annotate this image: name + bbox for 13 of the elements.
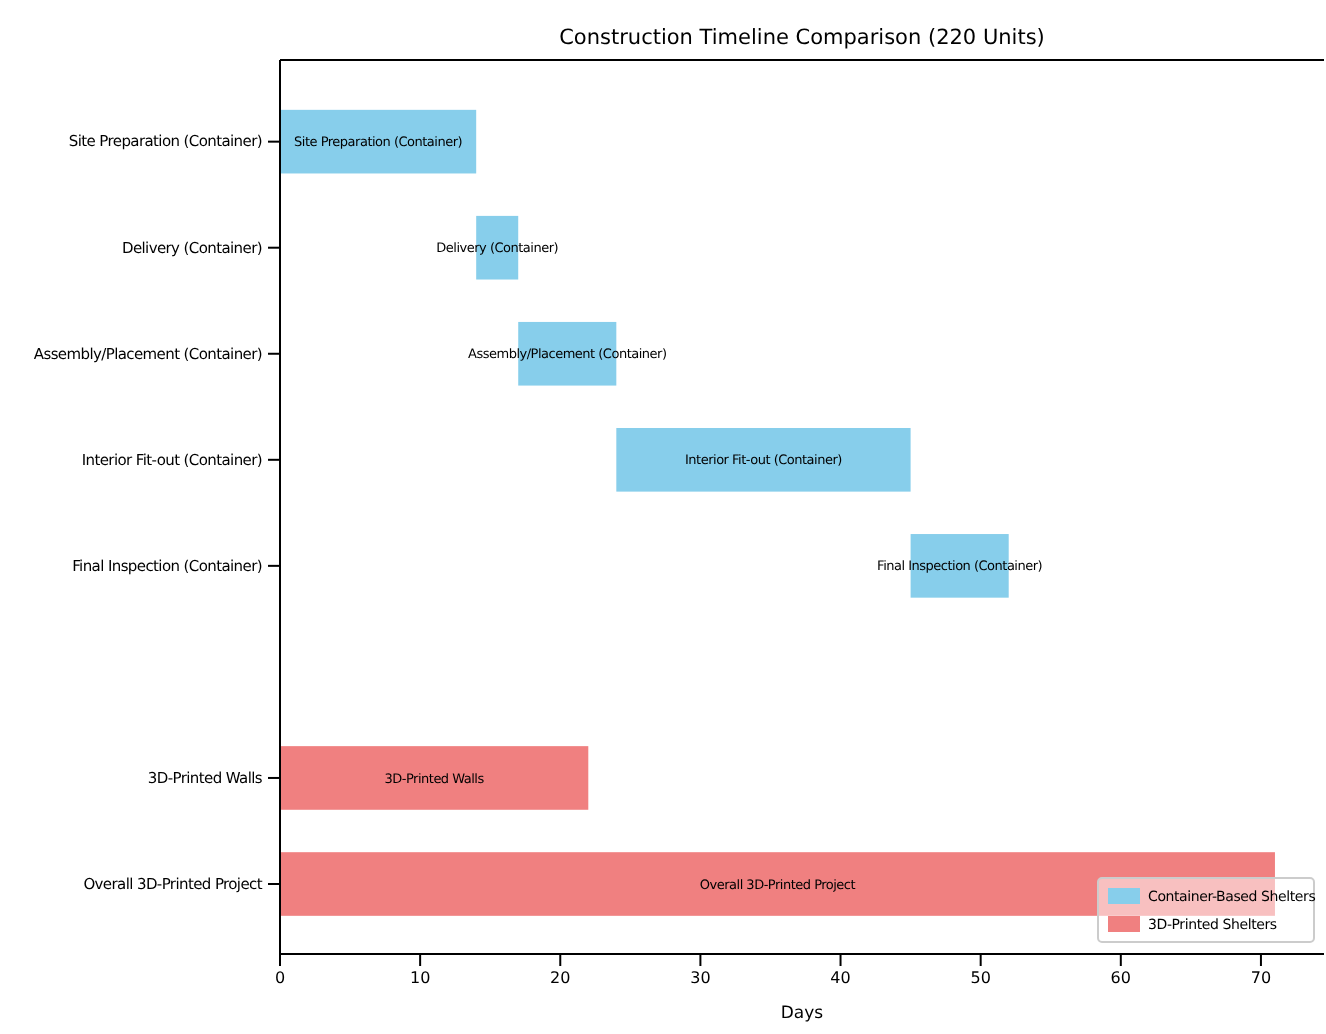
chart-title: Construction Timeline Comparison (220 Units) bbox=[559, 26, 1045, 50]
x-tick-label: 30 bbox=[690, 969, 711, 988]
x-tick-label: 70 bbox=[1250, 969, 1272, 988]
bar bbox=[280, 746, 589, 810]
bar bbox=[280, 109, 477, 174]
x-tick-label: 50 bbox=[970, 969, 991, 988]
x-axis-title: Days bbox=[780, 1004, 825, 1024]
bar bbox=[616, 427, 911, 492]
x-tick-label: 20 bbox=[550, 969, 571, 988]
x-tick-label: 0 bbox=[274, 969, 286, 988]
x-tick-label: 40 bbox=[830, 969, 851, 988]
x-tick-label: 10 bbox=[409, 969, 431, 988]
x-tick-label: 60 bbox=[1110, 969, 1131, 988]
